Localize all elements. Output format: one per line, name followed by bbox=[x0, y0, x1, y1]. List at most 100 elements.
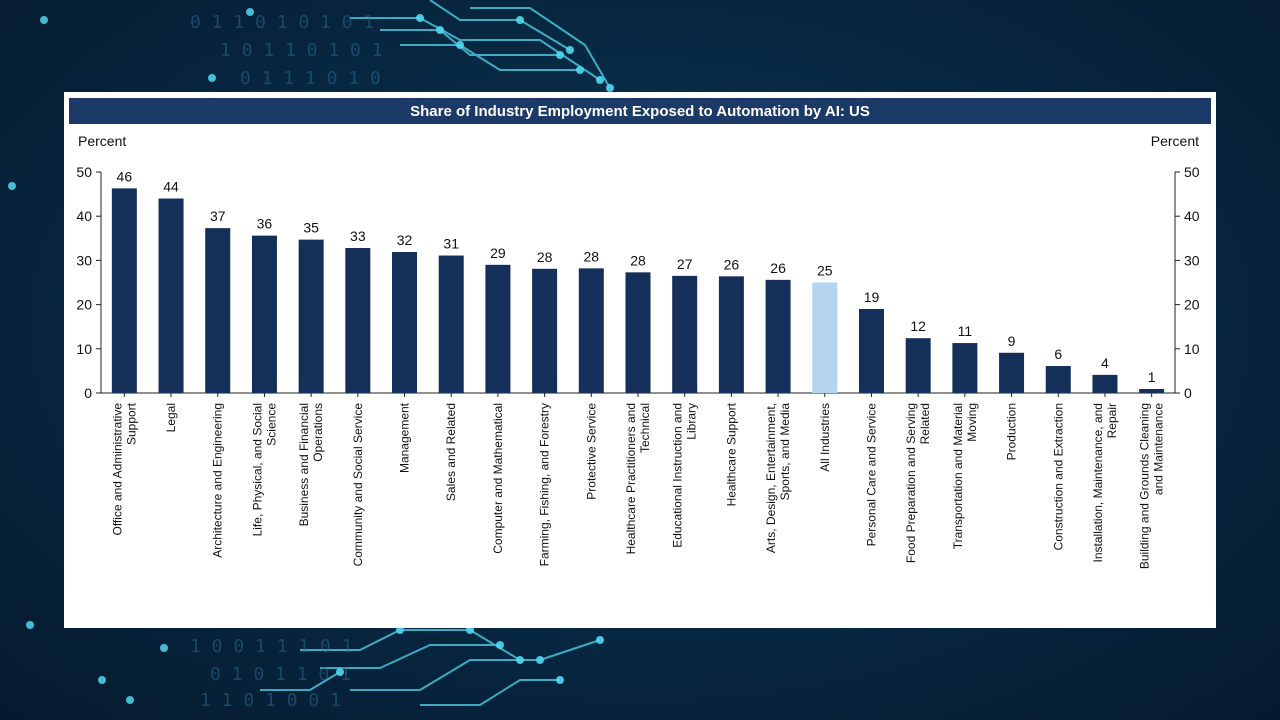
x-tick-label: All Industries bbox=[818, 403, 832, 472]
y-tick-label-left: 10 bbox=[76, 341, 92, 357]
x-tick-label-line: Personal Care and Service bbox=[864, 403, 878, 547]
y-tick-label-left: 20 bbox=[76, 297, 92, 313]
circuit-node bbox=[566, 46, 574, 54]
bar bbox=[251, 235, 277, 393]
circuit-trace bbox=[429, 0, 571, 51]
x-tick-label-line: Support bbox=[124, 402, 138, 445]
bar bbox=[999, 352, 1025, 393]
bar-value-label: 44 bbox=[163, 179, 179, 195]
x-tick-label: Architecture and Engineering bbox=[211, 403, 225, 558]
x-tick-label-line: Library bbox=[685, 403, 699, 440]
bar-value-label: 28 bbox=[537, 249, 553, 265]
glow-dot bbox=[40, 16, 48, 24]
bar bbox=[578, 268, 604, 393]
bar-value-label: 37 bbox=[210, 208, 226, 224]
y-tick-label-right: 10 bbox=[1184, 341, 1200, 357]
x-tick-label-line: Architecture and Engineering bbox=[211, 403, 225, 558]
circuit-trace bbox=[400, 44, 580, 71]
circuit-trace bbox=[320, 644, 500, 669]
x-tick-label-line: Business and Financial bbox=[297, 403, 311, 526]
binary-text: 1 0 1 1 0 1 0 1 bbox=[220, 40, 383, 61]
binary-digits: 0 1 1 0 1 0 1 0 1 1 0 1 1 0 1 0 1 0 1 1 1 … bbox=[190, 12, 383, 711]
x-tick-label: Personal Care and Service bbox=[864, 403, 878, 547]
x-tick-label: Construction and Extraction bbox=[1051, 403, 1065, 550]
bar bbox=[485, 264, 511, 393]
bar bbox=[298, 239, 324, 393]
x-tick-label-line: Sales and Related bbox=[444, 403, 458, 501]
x-tick-label-line: Management bbox=[398, 402, 412, 473]
x-tick-label: Educational Instruction and Library bbox=[671, 403, 699, 548]
y-axis-title-left: Percent bbox=[78, 133, 126, 149]
y-tick-label-right: 30 bbox=[1184, 252, 1200, 268]
x-tick-label: Building and Grounds Cleaning and Mainten… bbox=[1138, 403, 1166, 569]
y-tick-label-left: 40 bbox=[76, 208, 92, 224]
x-tick-label: Food Preparation and Serving Related bbox=[904, 403, 932, 563]
glow-dot bbox=[126, 696, 134, 704]
x-tick-label: Sales and Related bbox=[444, 403, 458, 501]
x-tick-label: Community and Social Service bbox=[351, 403, 365, 567]
circuit-trace bbox=[350, 639, 601, 691]
bar bbox=[952, 343, 978, 393]
x-tick-label-line: Related bbox=[918, 403, 932, 444]
binary-text: 0 1 1 0 1 0 1 0 1 bbox=[190, 12, 374, 33]
y-tick-label-right: 20 bbox=[1184, 297, 1200, 313]
circuit-node bbox=[576, 66, 584, 74]
x-tick-label-line: Arts, Design, Entertainment, bbox=[764, 403, 778, 553]
x-tick-label: Installation, Maintenance, and Repair bbox=[1091, 403, 1119, 562]
x-tick-label: Protective Service bbox=[584, 403, 598, 500]
x-tick-label-line: Legal bbox=[164, 403, 178, 432]
x-tick-label: Business and Financial Operations bbox=[297, 403, 325, 526]
bar-value-label: 6 bbox=[1054, 346, 1062, 362]
binary-text: 0 1 1 1 0 1 0 bbox=[240, 68, 381, 89]
x-tick-label-line: and Maintenance bbox=[1152, 403, 1166, 495]
x-tick-label-line: Construction and Extraction bbox=[1051, 403, 1065, 550]
y-tick-label-right: 0 bbox=[1184, 385, 1192, 401]
x-tick-label: Arts, Design, Entertainment, Sports, and … bbox=[764, 403, 792, 553]
circuit-trace bbox=[380, 29, 560, 56]
bar bbox=[111, 188, 137, 393]
bar-value-label: 12 bbox=[910, 318, 926, 334]
glow-dot bbox=[8, 182, 16, 190]
circuit-node bbox=[536, 656, 544, 664]
x-tick-label-line: Repair bbox=[1105, 403, 1119, 438]
bar-value-label: 25 bbox=[817, 263, 833, 279]
bar-value-label: 1 bbox=[1148, 369, 1156, 385]
binary-text: 0 1 0 1 1 0 1 bbox=[210, 664, 351, 685]
x-tick-label-line: Computer and Mathematical bbox=[491, 403, 505, 554]
bar-value-label: 35 bbox=[303, 220, 319, 236]
x-tick-label: Life, Physical, and Social Science bbox=[250, 403, 278, 537]
circuit-node bbox=[466, 626, 474, 634]
bar-value-label: 26 bbox=[770, 260, 786, 276]
bar-value-label: 46 bbox=[117, 168, 133, 184]
bar bbox=[1139, 389, 1165, 393]
circuit-node bbox=[606, 84, 614, 92]
glow-dot bbox=[246, 8, 254, 16]
x-tick-label: Healthcare Support bbox=[724, 402, 738, 506]
bar-value-label: 28 bbox=[584, 248, 600, 264]
y-tick-label-left: 30 bbox=[76, 252, 92, 268]
bar-value-label: 28 bbox=[630, 252, 646, 268]
chart-title: Share of Industry Employment Exposed to … bbox=[69, 98, 1211, 124]
x-tick-label-line: Science bbox=[264, 403, 278, 446]
x-tick-label-line: Community and Social Service bbox=[351, 403, 365, 567]
circuit-node bbox=[336, 668, 344, 676]
x-tick-label-line: Installation, Maintenance, and bbox=[1091, 403, 1105, 562]
circuit-trace bbox=[470, 7, 611, 89]
bar-value-label: 4 bbox=[1101, 355, 1109, 371]
bar bbox=[858, 309, 884, 393]
bar-value-label: 29 bbox=[490, 245, 506, 261]
x-tick-label-line: Farming, Fishing, and Forestry bbox=[538, 403, 552, 566]
bar-value-label: 9 bbox=[1008, 333, 1016, 349]
bar-highlight bbox=[812, 282, 838, 393]
x-tick-label: Computer and Mathematical bbox=[491, 403, 505, 554]
x-tick-label-line: All Industries bbox=[818, 403, 832, 472]
bar-value-label: 19 bbox=[864, 289, 880, 305]
x-tick-label-line: Technical bbox=[638, 403, 652, 453]
x-tick-label: Management bbox=[398, 402, 412, 473]
binary-text: 1 1 0 1 0 0 1 bbox=[200, 690, 341, 711]
circuit-node bbox=[416, 14, 424, 22]
bar bbox=[392, 252, 418, 393]
x-tick-label: Healthcare Practitioners and Technical bbox=[624, 403, 652, 554]
x-tick-label: Farming, Fishing, and Forestry bbox=[538, 403, 552, 566]
